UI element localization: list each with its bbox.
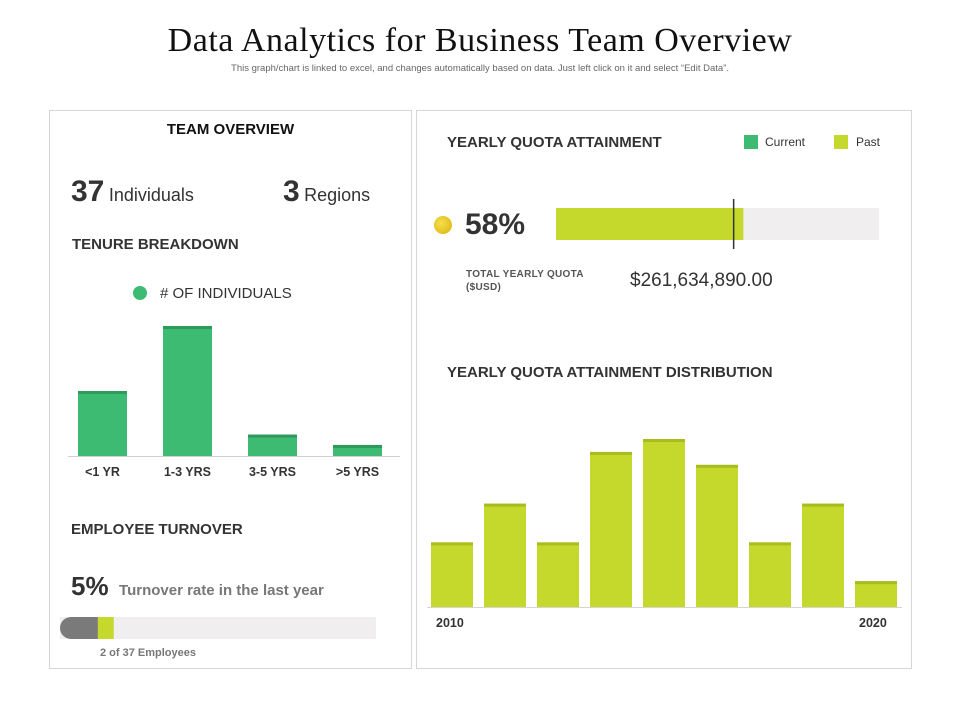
tenure-bar bbox=[333, 444, 382, 456]
regions-stat: 3 Regions bbox=[283, 175, 370, 209]
team-overview-panel: TEAM OVERVIEW 37 Individuals 3 Regions T… bbox=[49, 110, 412, 669]
page-title: Data Analytics for Business Team Overvie… bbox=[167, 22, 793, 59]
individuals-stat: 37 Individuals bbox=[71, 175, 194, 209]
turnover-employees: 2 of 37 Employees bbox=[100, 647, 196, 659]
tenure-tick-label: 1-3 YRS bbox=[163, 465, 211, 479]
turnover-text: Turnover rate in the last year bbox=[119, 582, 324, 599]
distribution-title: YEARLY QUOTA ATTAINMENT DISTRIBUTION bbox=[447, 364, 773, 381]
tenure-legend-label: # OF INDIVIDUALS bbox=[160, 285, 292, 302]
tenure-chart bbox=[68, 326, 400, 457]
distribution-chart bbox=[427, 439, 902, 608]
turnover-title: EMPLOYEE TURNOVER bbox=[71, 521, 243, 538]
distribution-bar bbox=[749, 542, 791, 607]
tenure-tick-label: >5 YRS bbox=[335, 465, 380, 479]
distribution-bar bbox=[484, 503, 526, 607]
turnover-grey-fill bbox=[60, 617, 98, 639]
turnover-track bbox=[60, 617, 376, 639]
regions-label: Regions bbox=[304, 185, 371, 205]
quota-indicator-dot bbox=[434, 216, 452, 234]
tenure-bar bbox=[248, 434, 297, 456]
legend-current-label: Current bbox=[765, 135, 806, 149]
distribution-bar-cap bbox=[696, 464, 738, 468]
regions-value: 3 bbox=[283, 175, 300, 208]
tenure-bar-cap bbox=[333, 444, 382, 448]
distribution-bar bbox=[431, 542, 473, 607]
distribution-bar-cap bbox=[537, 542, 579, 546]
tenure-bar-cap bbox=[78, 391, 127, 394]
turnover-rate: 5% bbox=[71, 571, 109, 601]
distribution-x-start: 2010 bbox=[436, 616, 464, 630]
quota-attainment-bar bbox=[556, 199, 879, 249]
individuals-value: 37 bbox=[71, 175, 105, 208]
legend-past-swatch bbox=[834, 135, 848, 149]
tenure-bar bbox=[163, 326, 212, 456]
tenure-tick-label: <1 YR bbox=[85, 465, 120, 479]
legend-current-swatch bbox=[744, 135, 758, 149]
distribution-x-end: 2020 bbox=[859, 616, 887, 630]
distribution-bar bbox=[802, 503, 844, 607]
distribution-bar bbox=[696, 464, 738, 607]
distribution-bar bbox=[643, 439, 685, 607]
tenure-tick-label: 3-5 YRS bbox=[248, 465, 296, 479]
tenure-bar-cap bbox=[248, 434, 297, 438]
distribution-bar-cap bbox=[431, 542, 473, 546]
turnover-accent-fill bbox=[97, 617, 114, 639]
distribution-bar bbox=[590, 451, 632, 607]
turnover-stat: 5% Turnover rate in the last year bbox=[71, 571, 324, 602]
quota-fill bbox=[556, 208, 744, 240]
legend-past-label: Past bbox=[856, 135, 881, 149]
tenure-bar bbox=[78, 391, 127, 456]
tenure-chart-title: TENURE BREAKDOWN bbox=[72, 236, 239, 253]
page-subtitle: This graph/chart is linked to excel, and… bbox=[231, 63, 729, 74]
distribution-bar-cap bbox=[643, 439, 685, 442]
distribution-bar bbox=[855, 581, 897, 607]
distribution-bar-cap bbox=[749, 542, 791, 546]
tenure-legend-dot bbox=[133, 286, 147, 300]
individuals-label: Individuals bbox=[108, 185, 194, 205]
total-quota-label: TOTAL YEARLY QUOTA ($USD) bbox=[466, 268, 584, 294]
quota-panel: YEARLY QUOTA ATTAINMENT Current Past 58%… bbox=[416, 110, 912, 669]
quota-title: YEARLY QUOTA ATTAINMENT bbox=[447, 134, 662, 151]
turnover-progress-bar bbox=[60, 617, 376, 639]
team-overview-title: TEAM OVERVIEW bbox=[166, 121, 295, 138]
total-quota-value: $261,634,890.00 bbox=[630, 270, 773, 291]
distribution-bar-cap bbox=[590, 451, 632, 455]
tenure-bar-cap bbox=[163, 326, 212, 329]
distribution-bar-cap bbox=[855, 581, 897, 585]
quota-percent: 58% bbox=[465, 208, 526, 241]
total-quota-label-line2: ($USD) bbox=[466, 282, 502, 293]
total-quota-label-line1: TOTAL YEARLY QUOTA bbox=[466, 269, 584, 280]
distribution-bar-cap bbox=[484, 503, 526, 507]
distribution-bar-cap bbox=[802, 503, 844, 507]
distribution-bar bbox=[537, 542, 579, 607]
